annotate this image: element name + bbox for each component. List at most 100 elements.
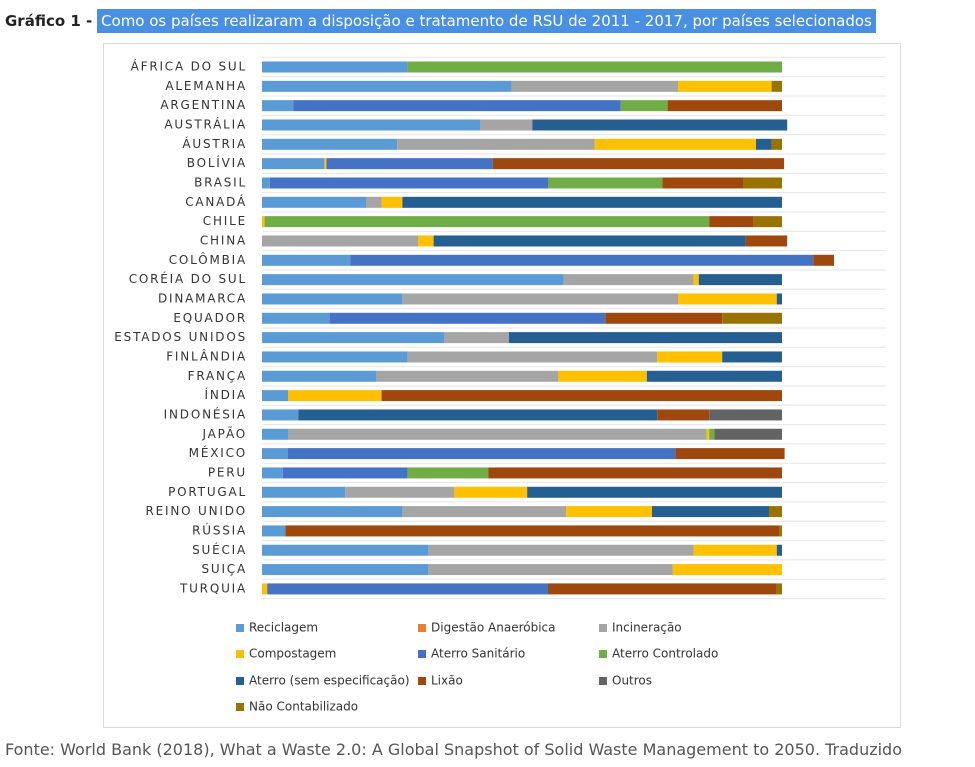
bar-segment	[511, 80, 678, 92]
bar-segment	[433, 235, 746, 247]
category-label: AUSTRÁLIA	[164, 116, 247, 131]
category-label: FRANÇA	[188, 369, 247, 383]
bar-segment	[262, 293, 403, 305]
bar-segment	[366, 196, 382, 208]
bar-segment	[262, 564, 429, 576]
bar-segment	[548, 583, 777, 595]
legend-swatch	[599, 650, 607, 658]
category-label: ESTADOS UNIDOS	[114, 330, 247, 344]
category-label: DINAMARCA	[158, 291, 247, 305]
bar-segment	[262, 274, 564, 286]
category-label: ARGENTINA	[160, 98, 247, 112]
category-label: CANADÁ	[185, 194, 247, 209]
bar-segment	[753, 216, 782, 228]
bar-segment	[402, 196, 782, 208]
bar-segment	[776, 583, 782, 595]
category-label: BRASIL	[194, 175, 247, 189]
bar-segment	[407, 467, 489, 479]
category-label: COLÔMBIA	[169, 252, 247, 267]
bar-segment	[693, 274, 699, 286]
bar-segment	[397, 138, 595, 150]
bar-segment	[402, 506, 567, 518]
bar-segment	[262, 486, 346, 498]
category-label: ÁUSTRIA	[182, 136, 247, 151]
category-label: CHILE	[203, 214, 247, 228]
bar-segment	[262, 525, 286, 537]
bar-segment	[662, 177, 743, 189]
source: Fonte: World Bank (2018), What a Waste 2…	[5, 740, 902, 759]
category-label: MÉXICO	[189, 445, 247, 460]
bar-segment	[262, 467, 283, 479]
legend-swatch	[236, 624, 244, 632]
bar-segment	[345, 486, 455, 498]
category-label: RÚSSIA	[192, 522, 247, 537]
legend-label: Aterro (sem especificação)	[249, 674, 410, 688]
bar-segment	[407, 351, 658, 363]
legend-label: Reciclagem	[249, 621, 318, 635]
bar-segment	[262, 119, 481, 131]
category-label: JAPÃO	[202, 426, 247, 441]
bar-segment	[771, 138, 782, 150]
bar-segment	[262, 544, 429, 556]
bar-segment	[563, 274, 694, 286]
bar-segment	[667, 100, 782, 112]
bar-segment	[402, 293, 678, 305]
bar-segment	[262, 235, 418, 247]
category-label: ÁFRICA DO SUL	[131, 59, 247, 74]
legend-label: Digestão Anaeróbica	[431, 621, 556, 635]
legend-swatch	[418, 677, 426, 685]
category-label: PERU	[208, 465, 247, 479]
legend-swatch	[236, 650, 244, 658]
bar-segment	[262, 448, 288, 460]
bar-segment	[262, 61, 408, 73]
legend-label: Não Contabilizado	[249, 700, 358, 714]
bar-segment	[488, 467, 782, 479]
header: Gráfico 1 - Como os países realizaram a …	[0, 8, 975, 34]
bar-segment	[532, 119, 788, 131]
bar-segment	[672, 564, 782, 576]
bar-segment	[267, 583, 548, 595]
bar-segment	[566, 506, 652, 518]
bar-segment	[714, 428, 782, 440]
bar-segment	[285, 525, 780, 537]
legend-label: Incineração	[612, 621, 682, 635]
bar-segment	[324, 158, 327, 170]
bar-segment	[262, 138, 398, 150]
category-label: INDONÉSIA	[164, 406, 247, 421]
category-label: TURQUIA	[179, 581, 247, 595]
bar-segment	[620, 100, 668, 112]
bar-segment	[350, 254, 814, 266]
bar-segment	[527, 486, 782, 498]
bar-segment	[262, 506, 403, 518]
legend-label: Lixão	[431, 674, 463, 688]
bar-segment	[264, 216, 710, 228]
bar-segment	[298, 409, 658, 421]
bar-segment	[743, 177, 782, 189]
legend-swatch	[236, 677, 244, 685]
legend-label: Aterro Sanitário	[431, 647, 525, 661]
bar-segment	[326, 158, 493, 170]
bar-segment	[262, 196, 366, 208]
bar-segment	[262, 351, 408, 363]
category-label: PORTUGAL	[168, 485, 247, 499]
bar-segment	[262, 177, 270, 189]
bar-segment	[288, 428, 707, 440]
category-label: CHINA	[200, 233, 247, 247]
bar-segment	[745, 235, 788, 247]
bar-segment	[288, 448, 676, 460]
bar-segment	[262, 254, 351, 266]
bar-segment	[657, 351, 723, 363]
bar-segment	[492, 158, 785, 170]
category-label: BOLÍVIA	[187, 155, 247, 170]
category-label: ÍNDIA	[204, 387, 247, 402]
bar-segment	[509, 332, 782, 344]
bar-segment	[262, 390, 288, 402]
bar-segment	[262, 80, 512, 92]
bar-segment	[756, 138, 772, 150]
bar-segment	[769, 506, 782, 518]
bar-segment	[771, 80, 782, 92]
category-label: FINLÂNDIA	[166, 348, 247, 363]
bar-segment	[813, 254, 834, 266]
